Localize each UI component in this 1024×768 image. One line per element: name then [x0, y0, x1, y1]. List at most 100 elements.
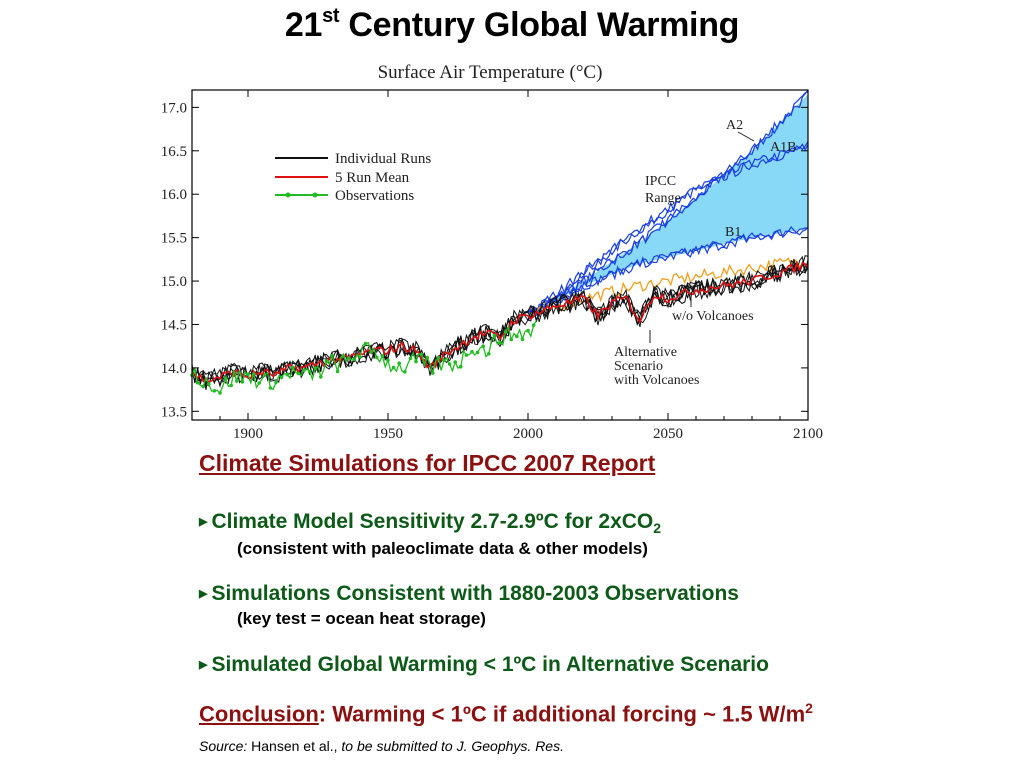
bullet-triangle-icon: ▶: [199, 588, 208, 600]
observation-point: [391, 365, 396, 370]
observation-point: [425, 355, 430, 360]
x-tick-label: 1900: [233, 426, 263, 440]
y-tick-label: 13.5: [161, 404, 187, 420]
annotation-b1: B1: [725, 225, 741, 240]
annotation-no-volcanoes: w/o Volcanoes: [672, 309, 754, 324]
observation-point: [492, 333, 497, 338]
observation-point: [324, 359, 329, 363]
observation-point: [369, 349, 373, 354]
observation-point: [207, 382, 211, 386]
annotation-a1b: A1B: [770, 140, 796, 155]
annotation-ipcc: IPCC: [645, 174, 676, 189]
observation-point: [263, 373, 267, 377]
observation-point: [246, 372, 250, 377]
observation-point: [235, 379, 239, 383]
observation-point: [531, 323, 536, 328]
observation-point: [223, 376, 228, 380]
observation-point: [442, 358, 446, 363]
observation-point: [380, 354, 385, 358]
bullet-warming: ▶ Simulated Global Warming < 1ºC in Alter…: [199, 653, 769, 676]
observation-point: [526, 328, 530, 333]
slide-title: 21st Century Global Warming: [284, 4, 740, 44]
bullet-triangle-icon: ▶: [199, 659, 208, 671]
observation-point: [520, 337, 525, 342]
bullet-observations: ▶ Simulations Consistent with 1880-2003 O…: [199, 582, 739, 605]
observation-point: [302, 368, 306, 373]
legend: Individual Runs 5 Run Mean Observations: [275, 151, 431, 204]
observation-point: [201, 384, 205, 389]
y-tick-label: 14.5: [161, 317, 187, 333]
observation-point: [274, 380, 278, 385]
temperature-chart: Surface Air Temperature (°C) 1900 1950 200…: [161, 62, 823, 440]
annotation-alt-line3: with Volcanoes: [614, 373, 699, 388]
y-tick-label: 14.0: [161, 361, 187, 377]
annotation-alt-line2: Scenario: [614, 359, 663, 374]
observation-point: [403, 370, 407, 374]
observation-point: [464, 353, 469, 357]
section-heading: Climate Simulations for IPCC 2007 Report: [199, 450, 656, 476]
legend-label-observations: Observations: [335, 188, 414, 204]
observation-point: [251, 372, 256, 376]
observation-point: [330, 354, 334, 358]
observation-point: [257, 381, 261, 385]
observation-point: [408, 356, 413, 361]
observation-point: [268, 386, 273, 390]
observation-point: [397, 361, 402, 366]
observation-point: [296, 371, 301, 376]
observation-point: [347, 356, 351, 360]
observation-point: [313, 366, 317, 371]
y-tick-label: 16.5: [161, 144, 187, 160]
observation-point: [503, 330, 508, 334]
observation-point: [481, 344, 486, 349]
legend-swatch-observations-dot: [285, 192, 291, 198]
legend-swatch-observations-dot: [312, 192, 318, 198]
observation-point: [307, 369, 312, 374]
observation-point: [509, 337, 513, 342]
observation-point: [195, 380, 200, 385]
observation-point: [487, 352, 491, 356]
observation-point: [436, 356, 441, 360]
observation-point: [470, 349, 474, 354]
observation-point: [341, 354, 345, 358]
conclusion: Conclusion: Warming < 1ºC if additional …: [199, 700, 813, 727]
x-tick-label: 2100: [793, 426, 823, 440]
observation-point: [386, 358, 390, 363]
legend-label-individual-runs: Individual Runs: [335, 151, 431, 167]
source-citation: Source: Hansen et al., to be submitted t…: [199, 738, 564, 754]
y-tick-label: 15.0: [161, 274, 187, 290]
legend-label-5-run-mean: 5 Run Mean: [335, 170, 410, 186]
observation-point: [447, 362, 452, 366]
ipcc-range-band: [528, 94, 808, 316]
observation-point: [352, 357, 357, 362]
observation-point: [319, 375, 323, 379]
observation-point: [453, 360, 458, 364]
ipcc-scenario-run-a1b: [527, 141, 809, 318]
chart-title: Surface Air Temperature (°C): [378, 62, 603, 83]
axes: 1900 1950 2000 2050 2100 13.5 14.0 14.5 15.0 15.5…: [161, 89, 823, 440]
annotation-a2-arrow: [737, 131, 755, 142]
bullet-sensitivity: ▶ Climate Model Sensitivity 2.7-2.9ºC for…: [199, 510, 662, 537]
annotation-a2: A2: [726, 118, 743, 133]
annotations: A2 A1B IPCC Range B1 w/o Volcanoes Alter…: [614, 118, 796, 388]
observation-point: [229, 383, 233, 388]
ipcc-scenario-run-b1: [527, 227, 809, 320]
plot-area: [190, 89, 809, 395]
observation-point: [285, 372, 289, 377]
observation-point: [459, 364, 463, 369]
observation-point: [498, 340, 502, 345]
observation-point: [414, 359, 418, 364]
five-run-mean-line: [191, 261, 809, 383]
y-tick-label: 15.5: [161, 231, 187, 247]
observation-point: [218, 391, 222, 395]
bullet-observations-detail: (key test = ocean heat storage): [237, 609, 486, 628]
observation-point: [291, 365, 295, 370]
annotation-range: Range: [645, 191, 681, 206]
bullet-triangle-icon: ▶: [199, 516, 208, 528]
observation-point: [212, 389, 217, 393]
annotation-alt-line1: Alternative: [614, 345, 677, 360]
observation-point: [515, 334, 519, 339]
observation-point: [375, 355, 379, 360]
observation-point: [358, 355, 362, 359]
y-tick-label: 17.0: [161, 100, 187, 116]
bullet-sensitivity-detail: (consistent with paleoclimate data & oth…: [237, 539, 648, 558]
